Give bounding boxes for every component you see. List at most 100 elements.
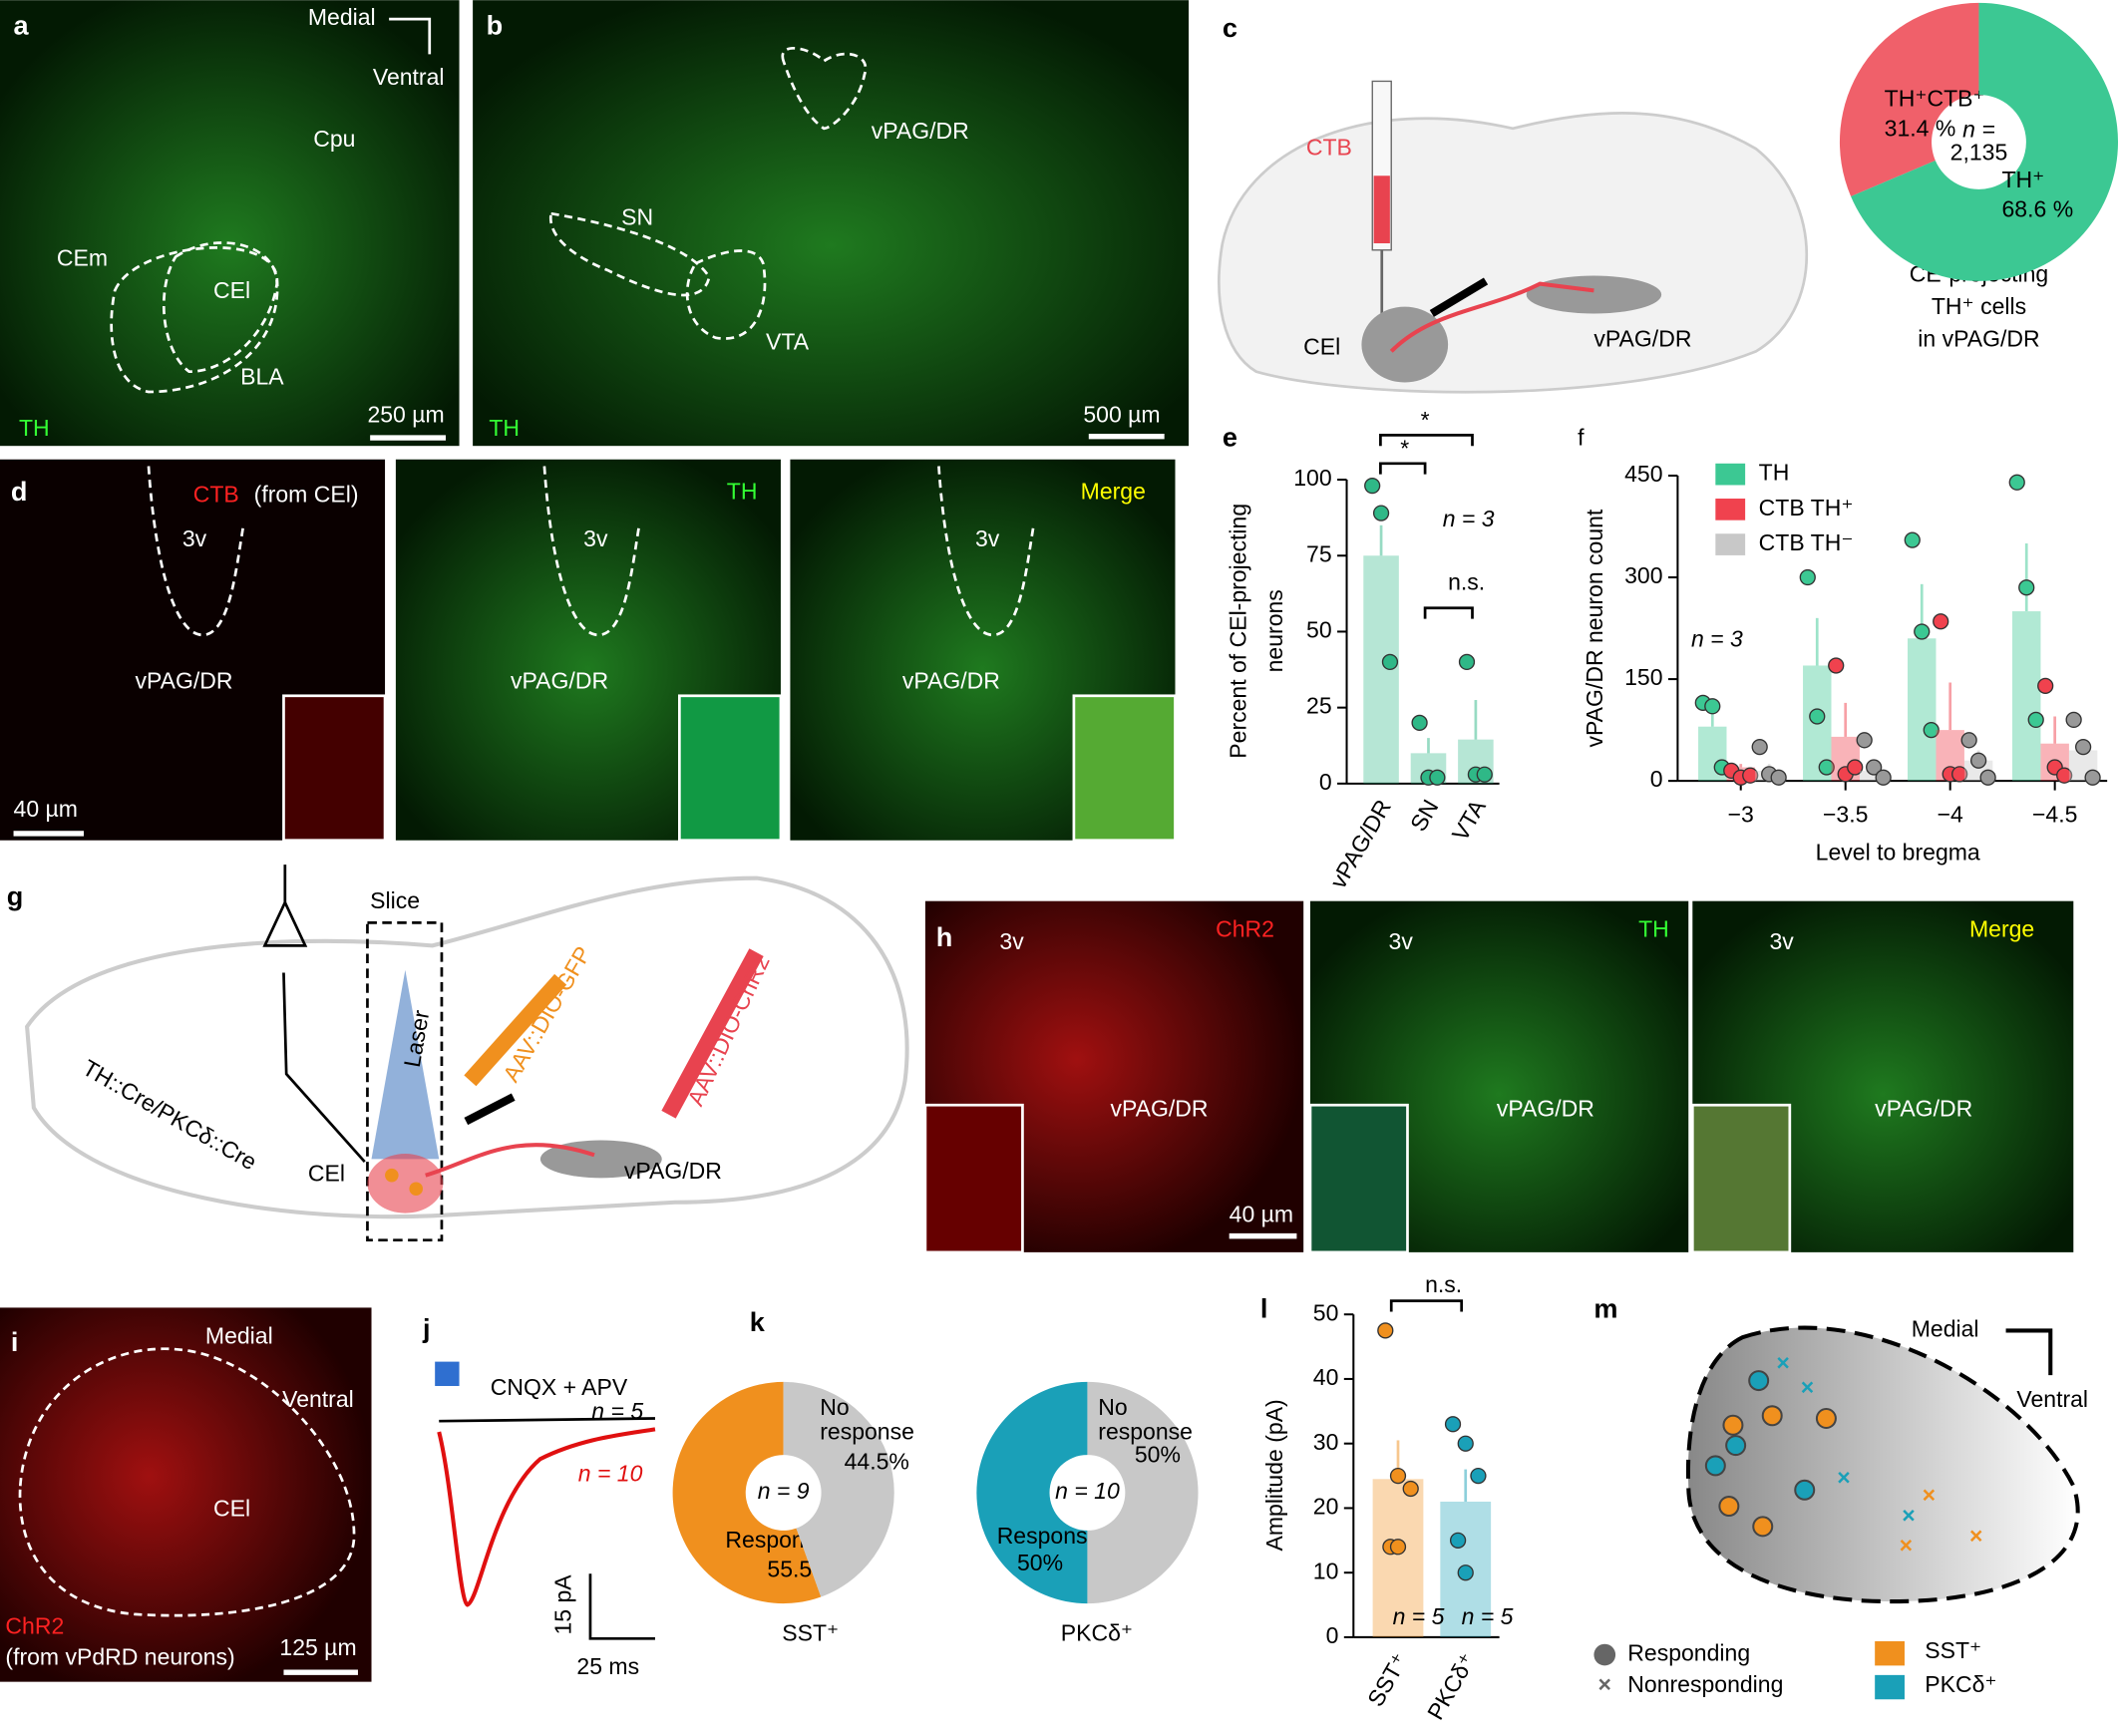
label: vPAG/DR — [624, 1158, 722, 1184]
svg-text:×: × — [1900, 1532, 1913, 1558]
slice-label: Response — [997, 1523, 1101, 1549]
panel-label: d — [11, 476, 28, 507]
pie-slice — [1087, 1381, 1199, 1604]
scale-label: 40 µm — [1230, 1201, 1293, 1226]
axon — [425, 1143, 595, 1178]
data-point — [2037, 677, 2054, 695]
label: Ventral — [282, 1386, 354, 1412]
data-point — [2018, 579, 2035, 596]
data-point — [2008, 474, 2025, 491]
data-point — [1875, 769, 1892, 786]
legend-marker — [1593, 1643, 1616, 1666]
y-tick-label: 0 — [1326, 1622, 1339, 1648]
data-point — [1389, 1467, 1407, 1485]
label: Merge — [1969, 916, 2034, 942]
bar — [1908, 638, 1937, 782]
label: BLA — [240, 364, 284, 390]
pie-slice — [783, 1381, 894, 1597]
label: n = 10 — [578, 1460, 643, 1486]
y-tick-label: 150 — [1624, 664, 1662, 690]
slice-label: TH⁺ — [2002, 167, 2045, 192]
slice-box — [366, 921, 444, 1242]
data-point — [1970, 752, 1987, 769]
bar — [2012, 611, 2041, 782]
annotation: n = 3 — [1443, 506, 1495, 531]
slice-label: No — [820, 1394, 849, 1420]
bracket — [1423, 606, 1474, 619]
panel-label: b — [487, 9, 504, 40]
data-point — [1856, 732, 1873, 749]
panel-label: f — [1578, 424, 1585, 450]
legend-label: Responding — [1627, 1640, 1750, 1666]
syringe — [464, 973, 567, 1087]
electrode — [282, 972, 366, 1164]
bracket — [1389, 1299, 1464, 1312]
x-tick-label: SST⁺ — [1362, 1648, 1413, 1710]
svg-text:×: × — [1923, 1482, 1936, 1508]
data-point — [2084, 769, 2101, 786]
micrograph — [0, 1307, 372, 1682]
data-point — [2056, 767, 2073, 784]
annotation: n.s. — [1448, 568, 1485, 594]
caption: PKCδ⁺ — [1061, 1619, 1133, 1645]
label: 3v — [583, 525, 608, 551]
y-tick-label: 100 — [1293, 465, 1331, 491]
label: TH::Cre/PKCδ::Cre — [78, 1054, 261, 1175]
data-point — [1923, 721, 1940, 739]
center-label: n = — [1962, 117, 1995, 143]
data-point — [2027, 711, 2044, 729]
label: n = 5 — [591, 1398, 643, 1424]
data-point — [1381, 653, 1399, 671]
label: SN — [621, 204, 653, 230]
caption: in vPAG/DR — [1918, 326, 2039, 352]
stain-label: TH — [489, 415, 520, 441]
label: vPAG/DR — [1875, 1096, 1972, 1122]
data-point — [1799, 568, 1816, 586]
annotation: * — [1421, 407, 1430, 433]
svg-text:×: × — [1801, 1374, 1814, 1400]
legend-label: Nonresponding — [1627, 1671, 1783, 1697]
y-tick-label: 20 — [1313, 1494, 1339, 1520]
scale-label: 15 pA — [549, 1574, 575, 1635]
data-point — [1377, 1322, 1394, 1339]
label: CEl — [213, 1496, 250, 1522]
panel-label: l — [1260, 1292, 1268, 1323]
arrow — [1429, 277, 1489, 317]
outline — [781, 46, 868, 131]
y-tick-label: 450 — [1624, 461, 1662, 487]
x-tick-label: −4.5 — [2032, 801, 2077, 827]
y-tick-label: 40 — [1313, 1364, 1339, 1390]
legend-marker — [1875, 1674, 1905, 1700]
slice-label: TH⁺CTB⁺ — [1885, 85, 1985, 111]
bar — [1363, 555, 1399, 784]
panel-label: c — [1223, 12, 1237, 43]
region — [367, 1153, 444, 1214]
panel-label: k — [750, 1306, 766, 1337]
legend-swatch — [1715, 463, 1746, 486]
data-point — [1951, 766, 1968, 783]
pie-slice — [672, 1381, 822, 1604]
label: CNQX + APV — [491, 1374, 628, 1400]
scale-label: 500 µm — [1083, 401, 1160, 427]
data-point — [1847, 759, 1864, 776]
data-point — [1364, 478, 1381, 495]
x-axis-label: Level to bregma — [1816, 839, 1980, 865]
label: Slice — [370, 887, 420, 913]
y-tick-label: 50 — [1313, 1299, 1339, 1325]
slice-label: response — [820, 1418, 914, 1444]
outline — [162, 241, 279, 374]
label: vPAG/DR — [872, 118, 969, 144]
data-point — [2065, 711, 2082, 729]
arrow — [464, 1093, 516, 1126]
legend-label: SST⁺ — [1925, 1637, 1981, 1663]
label: CEm — [57, 244, 108, 270]
label: CEl — [213, 277, 250, 303]
label: vPAG/DR — [511, 667, 608, 693]
legend-label: PKCδ⁺ — [1925, 1671, 1996, 1697]
y-tick-label: 0 — [1319, 769, 1332, 795]
value-label: 44.5% — [845, 1448, 909, 1474]
legend-label: CTB TH⁺ — [1759, 495, 1854, 521]
panel-label: m — [1593, 1292, 1617, 1323]
svg-text:×: × — [1969, 1523, 1982, 1549]
panel-label: j — [422, 1313, 431, 1344]
